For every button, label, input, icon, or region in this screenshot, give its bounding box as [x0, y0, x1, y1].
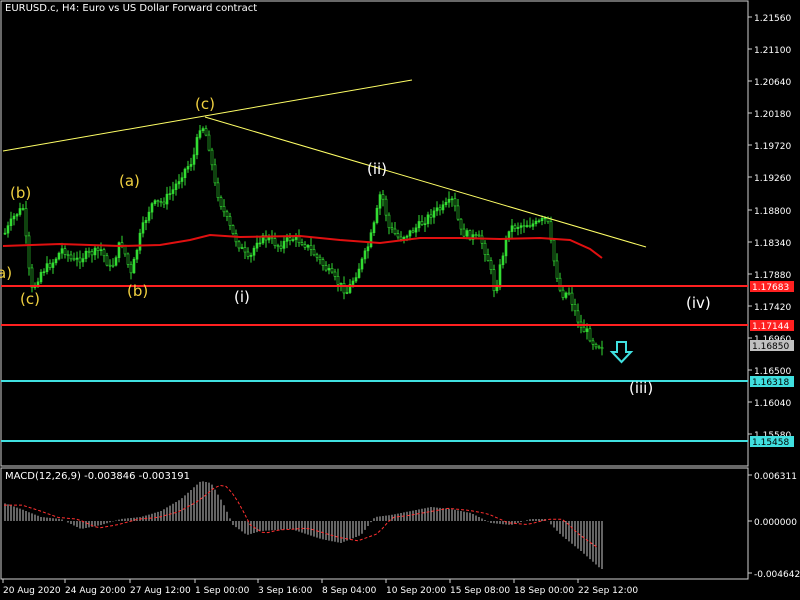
- svg-text:1.17880: 1.17880: [754, 271, 791, 281]
- wave-label: (iv): [686, 294, 711, 312]
- svg-text:24 Aug 20:00: 24 Aug 20:00: [65, 586, 126, 596]
- svg-text:1.17683: 1.17683: [752, 283, 789, 293]
- macd-frame: [0, 467, 749, 580]
- svg-text:15 Sep 08:00: 15 Sep 08:00: [450, 586, 510, 596]
- svg-text:1.18800: 1.18800: [754, 207, 791, 217]
- price-tick: 1.17420: [748, 303, 791, 313]
- svg-text:0.006311: 0.006311: [754, 472, 797, 482]
- svg-text:18 Sep 00:00: 18 Sep 00:00: [514, 586, 574, 596]
- svg-text:0.000000: 0.000000: [754, 518, 797, 528]
- macd-title: MACD(12,26,9) -0.003846 -0.003191: [5, 471, 190, 482]
- wave-label: (ii): [367, 160, 387, 178]
- svg-text:1.19260: 1.19260: [754, 174, 791, 184]
- time-tick: 3 Sep 16:00: [257, 579, 313, 596]
- svg-text:1.21100: 1.21100: [754, 46, 791, 56]
- wave-label: (a): [119, 172, 140, 190]
- svg-text:1.20640: 1.20640: [754, 78, 791, 88]
- svg-text:20 Aug 2020: 20 Aug 2020: [3, 586, 61, 596]
- svg-text:1.16040: 1.16040: [754, 399, 791, 409]
- wave-label: (b): [10, 184, 31, 202]
- wave-label: (b): [127, 282, 148, 300]
- level-price-label: 1.17144: [750, 320, 794, 332]
- wave-label: (c): [195, 95, 215, 113]
- time-tick: 27 Aug 12:00: [129, 579, 191, 596]
- svg-text:1.16850: 1.16850: [752, 342, 789, 352]
- svg-text:-0.004642: -0.004642: [754, 570, 800, 580]
- svg-text:1 Sep 00:00: 1 Sep 00:00: [195, 586, 250, 596]
- svg-text:10 Sep 20:00: 10 Sep 20:00: [386, 586, 446, 596]
- level-price-label: 1.15458: [750, 436, 794, 448]
- wave-label: (c): [20, 290, 40, 308]
- svg-text:1.19720: 1.19720: [754, 142, 791, 152]
- svg-text:1.17420: 1.17420: [754, 303, 791, 313]
- price-tick: 1.17880: [748, 271, 791, 281]
- price-tick: 1.21100: [748, 46, 791, 56]
- price-tick: 1.19260: [748, 174, 791, 184]
- price-tick: 1.18800: [748, 207, 791, 217]
- macd-histogram: [4, 481, 603, 569]
- svg-text:1.16318: 1.16318: [752, 378, 789, 388]
- current-price-label: 1.16850: [750, 340, 794, 352]
- time-tick: 15 Sep 08:00: [449, 579, 510, 596]
- down-arrow-icon[interactable]: [609, 341, 634, 364]
- time-tick: 10 Sep 20:00: [385, 579, 446, 596]
- macd-tick: 0.000000: [748, 518, 797, 528]
- wave-label: (i): [234, 288, 250, 306]
- chart-title: EURUSD.c, H4: Euro vs US Dollar Forward …: [5, 3, 258, 14]
- time-tick: 20 Aug 2020: [2, 579, 61, 596]
- macd-signal-line: [4, 484, 599, 549]
- level-price-label: 1.17683: [750, 281, 794, 293]
- price-tick: 1.21560: [748, 14, 791, 24]
- price-tick: 1.20180: [748, 110, 791, 120]
- time-tick: 18 Sep 00:00: [513, 579, 574, 596]
- svg-text:1.20180: 1.20180: [754, 110, 791, 120]
- moving-average-line: [2, 233, 603, 259]
- svg-text:8 Sep 04:00: 8 Sep 04:00: [322, 586, 377, 596]
- svg-text:1.15458: 1.15458: [752, 438, 789, 448]
- wave-label: (iii): [629, 379, 653, 397]
- candles: [3, 125, 604, 356]
- descending-trendline[interactable]: [204, 116, 647, 248]
- macd-tick: 0.006311: [748, 472, 797, 482]
- time-tick: 8 Sep 04:00: [321, 579, 377, 596]
- svg-text:1.16500: 1.16500: [754, 367, 791, 377]
- time-tick: 22 Sep 12:00: [577, 579, 638, 596]
- price-tick: 1.16500: [748, 367, 791, 377]
- svg-text:22 Sep 12:00: 22 Sep 12:00: [578, 586, 638, 596]
- svg-text:3 Sep 16:00: 3 Sep 16:00: [258, 586, 313, 596]
- svg-text:27 Aug 12:00: 27 Aug 12:00: [130, 586, 191, 596]
- svg-text:1.17144: 1.17144: [752, 322, 789, 332]
- level-price-label: 1.16318: [750, 376, 794, 388]
- price-tick: 1.16040: [748, 399, 791, 409]
- time-tick: 1 Sep 00:00: [194, 579, 250, 596]
- price-tick: 1.20640: [748, 78, 791, 88]
- wave-label: a): [0, 264, 12, 282]
- macd-tick: -0.004642: [748, 570, 800, 580]
- svg-text:1.21560: 1.21560: [754, 14, 791, 24]
- upper-trendline[interactable]: [2, 79, 413, 152]
- price-tick: 1.19720: [748, 142, 791, 152]
- time-tick: 24 Aug 20:00: [64, 579, 126, 596]
- svg-text:1.18340: 1.18340: [754, 239, 791, 249]
- price-tick: 1.18340: [748, 239, 791, 249]
